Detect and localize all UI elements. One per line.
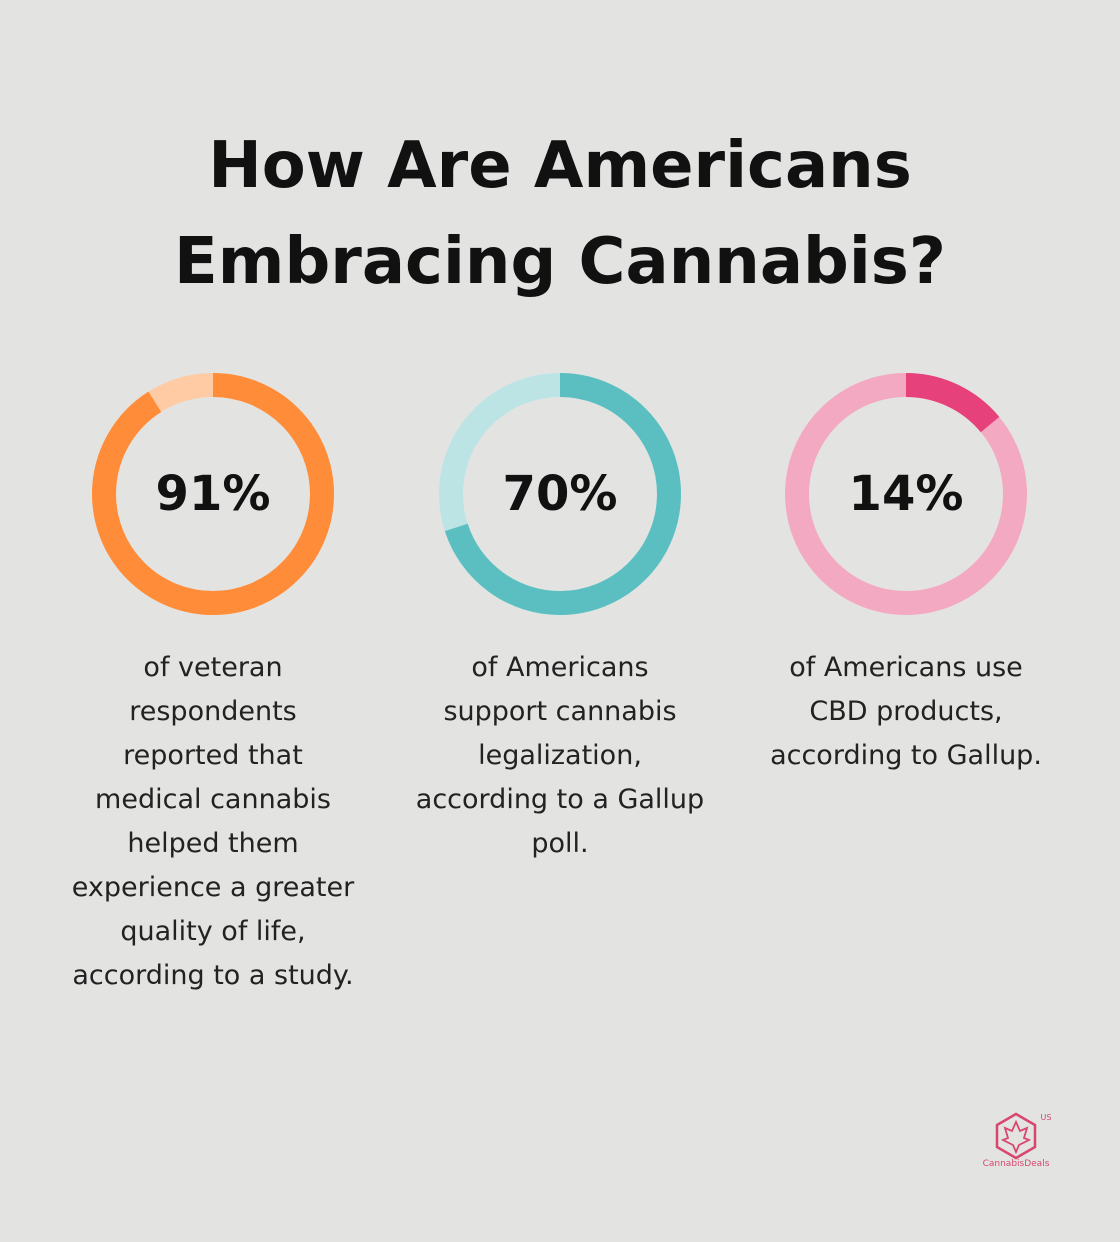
logo-name: CannabisDeals bbox=[983, 1159, 1050, 1169]
value-label: 14% bbox=[849, 466, 964, 522]
value-label: 91% bbox=[156, 466, 271, 522]
caption-line: according to a study. bbox=[72, 960, 354, 991]
caption-line: respondents bbox=[129, 696, 297, 727]
caption-line: of veteran bbox=[143, 652, 283, 683]
caption-line: quality of life, bbox=[120, 916, 306, 947]
donut-arc bbox=[439, 373, 681, 615]
caption: of veteran respondents reported that medica… bbox=[43, 646, 383, 998]
caption-line: reported that bbox=[123, 740, 303, 771]
caption-line: legalization, bbox=[478, 740, 642, 771]
caption-line: CBD products, bbox=[809, 696, 1003, 727]
logo-region: US bbox=[1041, 1113, 1052, 1122]
caption-line: medical cannabis bbox=[95, 784, 331, 815]
caption-line: poll. bbox=[531, 828, 589, 859]
caption-line: according to a Gallup bbox=[415, 784, 705, 815]
caption-line: of Americans use bbox=[789, 652, 1023, 683]
caption-line: of Americans bbox=[471, 652, 649, 683]
caption-line: support cannabis bbox=[443, 696, 677, 727]
caption-line: helped them bbox=[127, 828, 299, 859]
logo-leaf bbox=[1000, 1119, 1032, 1155]
donut-arc bbox=[785, 373, 1027, 615]
caption: of Americans support cannabis legalization… bbox=[390, 646, 730, 866]
logo: US CannabisDeals bbox=[983, 1112, 1052, 1169]
value-label: 70% bbox=[503, 466, 618, 522]
donut-arc bbox=[92, 373, 334, 615]
caption-line: experience a greater bbox=[71, 872, 355, 903]
caption-line: according to Gallup. bbox=[770, 740, 1042, 771]
caption: of Americans use CBD products, according t… bbox=[736, 646, 1076, 778]
title: How Are Americans Embracing Cannabis? bbox=[174, 129, 946, 299]
logo-hexagon bbox=[995, 1112, 1037, 1160]
